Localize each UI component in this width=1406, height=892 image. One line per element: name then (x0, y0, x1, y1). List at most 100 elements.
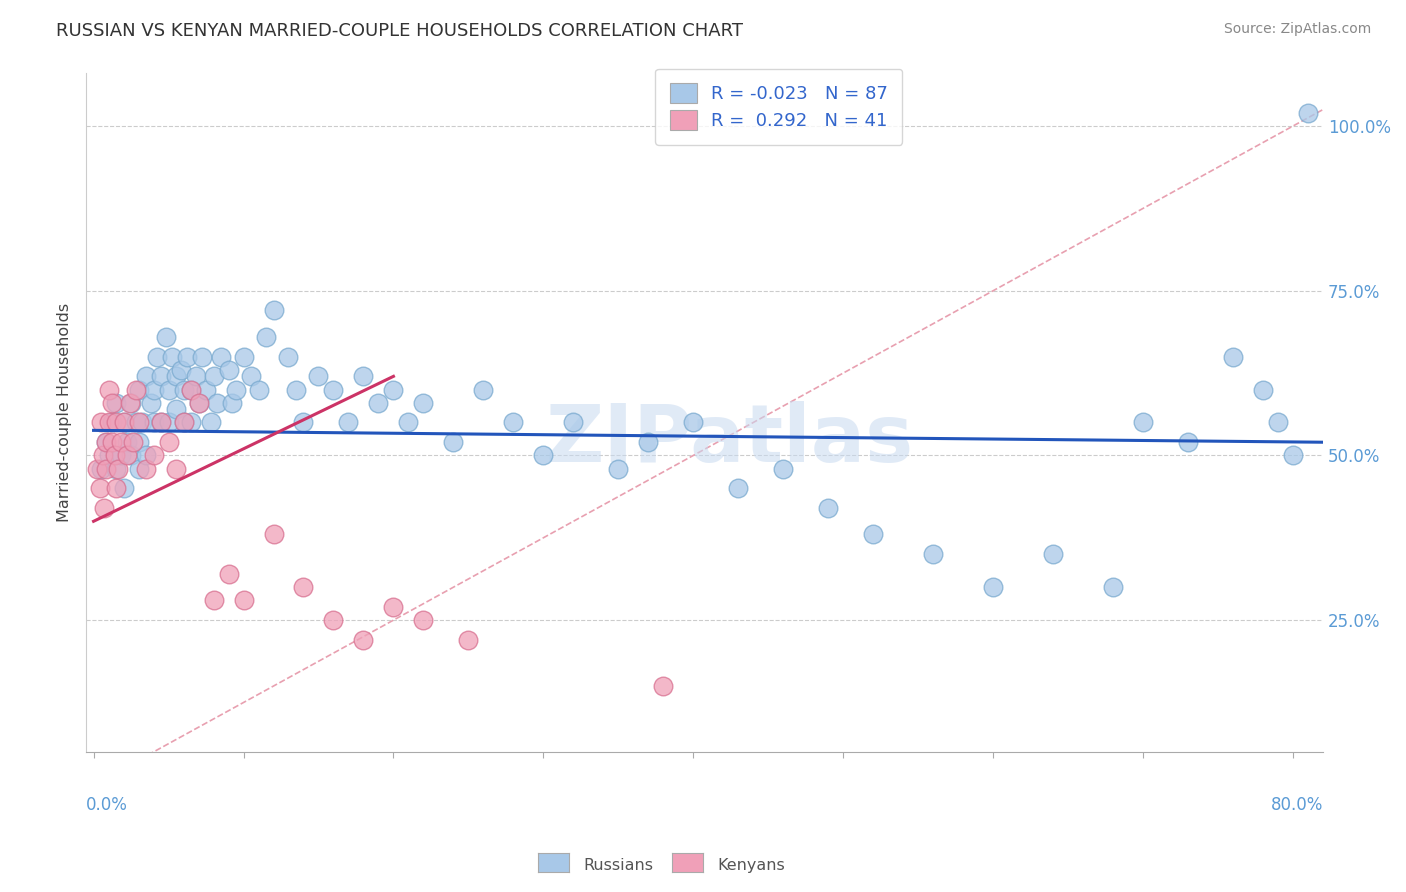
Point (254, 330, 277, 344)
Text: 80.0%: 80.0% (1271, 796, 1323, 814)
Point (322, 383, 344, 397)
Point (180, 416, 202, 430)
Point (90, 416, 112, 430)
Point (232, 350, 254, 364)
Point (187, 395, 209, 409)
Point (173, 416, 195, 430)
Point (97, 416, 120, 430)
Point (94, 435, 117, 450)
Point (195, 383, 218, 397)
Legend: R = -0.023   N = 87, R =  0.292   N = 41: R = -0.023 N = 87, R = 0.292 N = 41 (655, 69, 903, 145)
Point (135, 369, 157, 384)
Point (93, 501, 115, 516)
Point (531, 449, 554, 463)
Point (398, 416, 420, 430)
Point (97, 449, 120, 463)
Text: RUSSIAN VS KENYAN MARRIED-COUPLE HOUSEHOLDS CORRELATION CHART: RUSSIAN VS KENYAN MARRIED-COUPLE HOUSEHO… (56, 22, 744, 40)
Point (727, 481, 749, 495)
Point (157, 416, 180, 430)
Point (1296, 105, 1319, 120)
Point (120, 449, 142, 463)
Point (337, 416, 360, 430)
Point (173, 383, 195, 397)
Point (142, 383, 165, 397)
Text: ZIPatlas: ZIPatlas (546, 401, 914, 479)
Point (1132, 416, 1154, 430)
Point (100, 416, 122, 430)
Point (124, 383, 146, 397)
Text: Russians: Russians (583, 858, 654, 872)
Point (443, 435, 465, 450)
Point (277, 350, 299, 364)
Point (1282, 449, 1305, 463)
Point (118, 395, 141, 409)
Point (112, 416, 135, 430)
Point (180, 383, 202, 397)
Point (247, 383, 270, 397)
Point (115, 449, 138, 463)
Point (1222, 350, 1244, 364)
Point (218, 363, 240, 377)
Point (120, 395, 142, 409)
Point (367, 395, 389, 409)
Y-axis label: Married-couple Households: Married-couple Households (58, 303, 72, 522)
Point (128, 416, 150, 430)
Point (150, 416, 173, 430)
Point (285, 383, 308, 397)
Point (135, 449, 157, 463)
Point (562, 416, 585, 430)
Point (772, 461, 794, 475)
Point (263, 303, 285, 318)
Point (91, 449, 114, 463)
Point (90, 461, 112, 475)
Point (263, 527, 285, 541)
Point (145, 350, 167, 364)
Point (1251, 383, 1274, 397)
Point (105, 416, 128, 430)
Point (105, 395, 128, 409)
Point (94, 435, 117, 450)
Point (322, 613, 344, 627)
Point (165, 402, 187, 417)
Point (112, 481, 135, 495)
Point (180, 383, 202, 397)
Point (1042, 547, 1064, 561)
Point (862, 527, 884, 541)
Point (292, 416, 315, 430)
Point (112, 416, 135, 430)
Point (124, 416, 146, 430)
Point (240, 369, 263, 384)
Point (202, 369, 225, 384)
Point (105, 481, 128, 495)
Point (817, 501, 839, 516)
Point (232, 593, 254, 607)
Point (200, 416, 222, 430)
Point (100, 435, 122, 450)
Point (209, 350, 232, 364)
Point (353, 632, 375, 647)
Point (165, 461, 187, 475)
Point (472, 383, 495, 397)
Text: 0.0%: 0.0% (86, 796, 128, 814)
Point (292, 580, 315, 594)
Point (155, 330, 177, 344)
Point (139, 395, 162, 409)
Point (353, 369, 375, 384)
Point (190, 350, 212, 364)
Point (184, 369, 207, 384)
Point (218, 567, 240, 582)
Point (86, 461, 108, 475)
Point (107, 461, 129, 475)
Point (412, 395, 434, 409)
Point (160, 350, 183, 364)
Point (221, 395, 243, 409)
Point (202, 593, 225, 607)
Point (94, 461, 117, 475)
Point (121, 435, 143, 450)
Point (502, 416, 524, 430)
Point (150, 416, 173, 430)
Point (176, 350, 198, 364)
Point (115, 435, 138, 450)
Point (382, 599, 405, 614)
Point (131, 416, 153, 430)
